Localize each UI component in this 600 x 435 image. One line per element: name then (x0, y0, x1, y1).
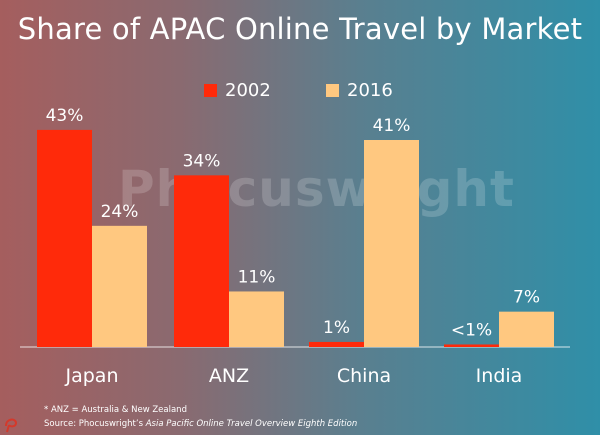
data-label-2002-china: 1% (323, 318, 350, 338)
data-label-2002-india: <1% (451, 320, 492, 340)
bar-2016-china (364, 140, 419, 347)
legend-swatch-2016 (326, 84, 339, 97)
legend-swatch-2002 (204, 84, 217, 97)
data-label-2016-india: 7% (513, 288, 540, 308)
source-note: Source: Phocuswright’s Asia Pacific Onli… (44, 419, 357, 429)
legend-item-2016: 2016 (326, 80, 393, 101)
data-label-2016-anz: 11% (238, 267, 276, 287)
footnote: * ANZ = Australia & New Zealand (44, 405, 187, 415)
category-label-anz: ANZ (209, 365, 249, 387)
category-label-china: China (337, 365, 391, 387)
bar-2002-china (309, 341, 364, 347)
chart-title: Share of APAC Online Travel by Market (17, 12, 583, 46)
bar-2016-japan (92, 225, 147, 347)
bar-2002-anz (174, 175, 229, 347)
source-title: Asia Pacific Online Travel Overview Eigh… (145, 419, 358, 429)
category-label-japan: Japan (65, 365, 119, 387)
data-label-2016-japan: 24% (101, 202, 139, 222)
bar-2002-india (444, 344, 499, 347)
bar-2016-india (499, 311, 554, 347)
phocuswright-logo-icon (5, 418, 18, 433)
legend-label-2002: 2002 (225, 80, 271, 101)
category-label-india: India (476, 365, 523, 387)
bar-2002-japan (37, 129, 92, 347)
data-label-2002-anz: 34% (183, 151, 221, 171)
bar-2016-anz (229, 291, 284, 347)
data-label-2002-japan: 43% (46, 106, 84, 126)
legend-item-2002: 2002 (204, 80, 271, 101)
legend-label-2016: 2016 (347, 80, 393, 101)
source-prefix: Source: Phocuswright’s (44, 419, 146, 429)
data-label-2016-china: 41% (373, 116, 411, 136)
